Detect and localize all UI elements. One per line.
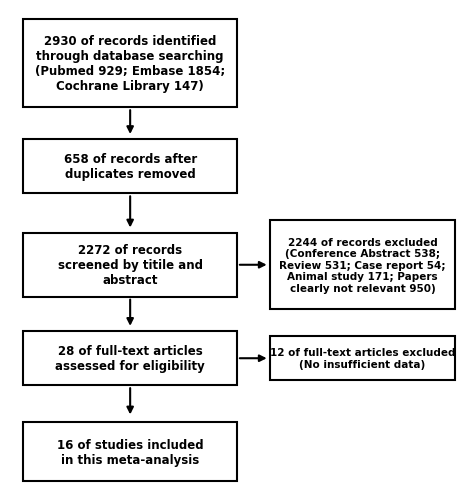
FancyBboxPatch shape: [23, 20, 237, 108]
FancyBboxPatch shape: [23, 140, 237, 194]
FancyBboxPatch shape: [23, 422, 237, 481]
Text: 12 of full-text articles excluded
(No insufficient data): 12 of full-text articles excluded (No in…: [270, 348, 455, 369]
FancyBboxPatch shape: [23, 233, 237, 297]
Text: 2930 of records identified
through database searching
(Pubmed 929; Embase 1854;
: 2930 of records identified through datab…: [35, 35, 225, 93]
FancyBboxPatch shape: [270, 221, 456, 310]
Text: 2272 of records
screened by titile and
abstract: 2272 of records screened by titile and a…: [58, 244, 203, 287]
Text: 28 of full-text articles
assessed for eligibility: 28 of full-text articles assessed for el…: [55, 345, 205, 372]
FancyBboxPatch shape: [23, 332, 237, 386]
Text: 2244 of records excluded
(Conference Abstract 538;
Review 531; Case report 54;
A: 2244 of records excluded (Conference Abs…: [279, 237, 446, 294]
Text: 658 of records after
duplicates removed: 658 of records after duplicates removed: [64, 153, 197, 181]
FancyBboxPatch shape: [270, 337, 456, 381]
Text: 16 of studies included
in this meta-analysis: 16 of studies included in this meta-anal…: [57, 438, 203, 466]
